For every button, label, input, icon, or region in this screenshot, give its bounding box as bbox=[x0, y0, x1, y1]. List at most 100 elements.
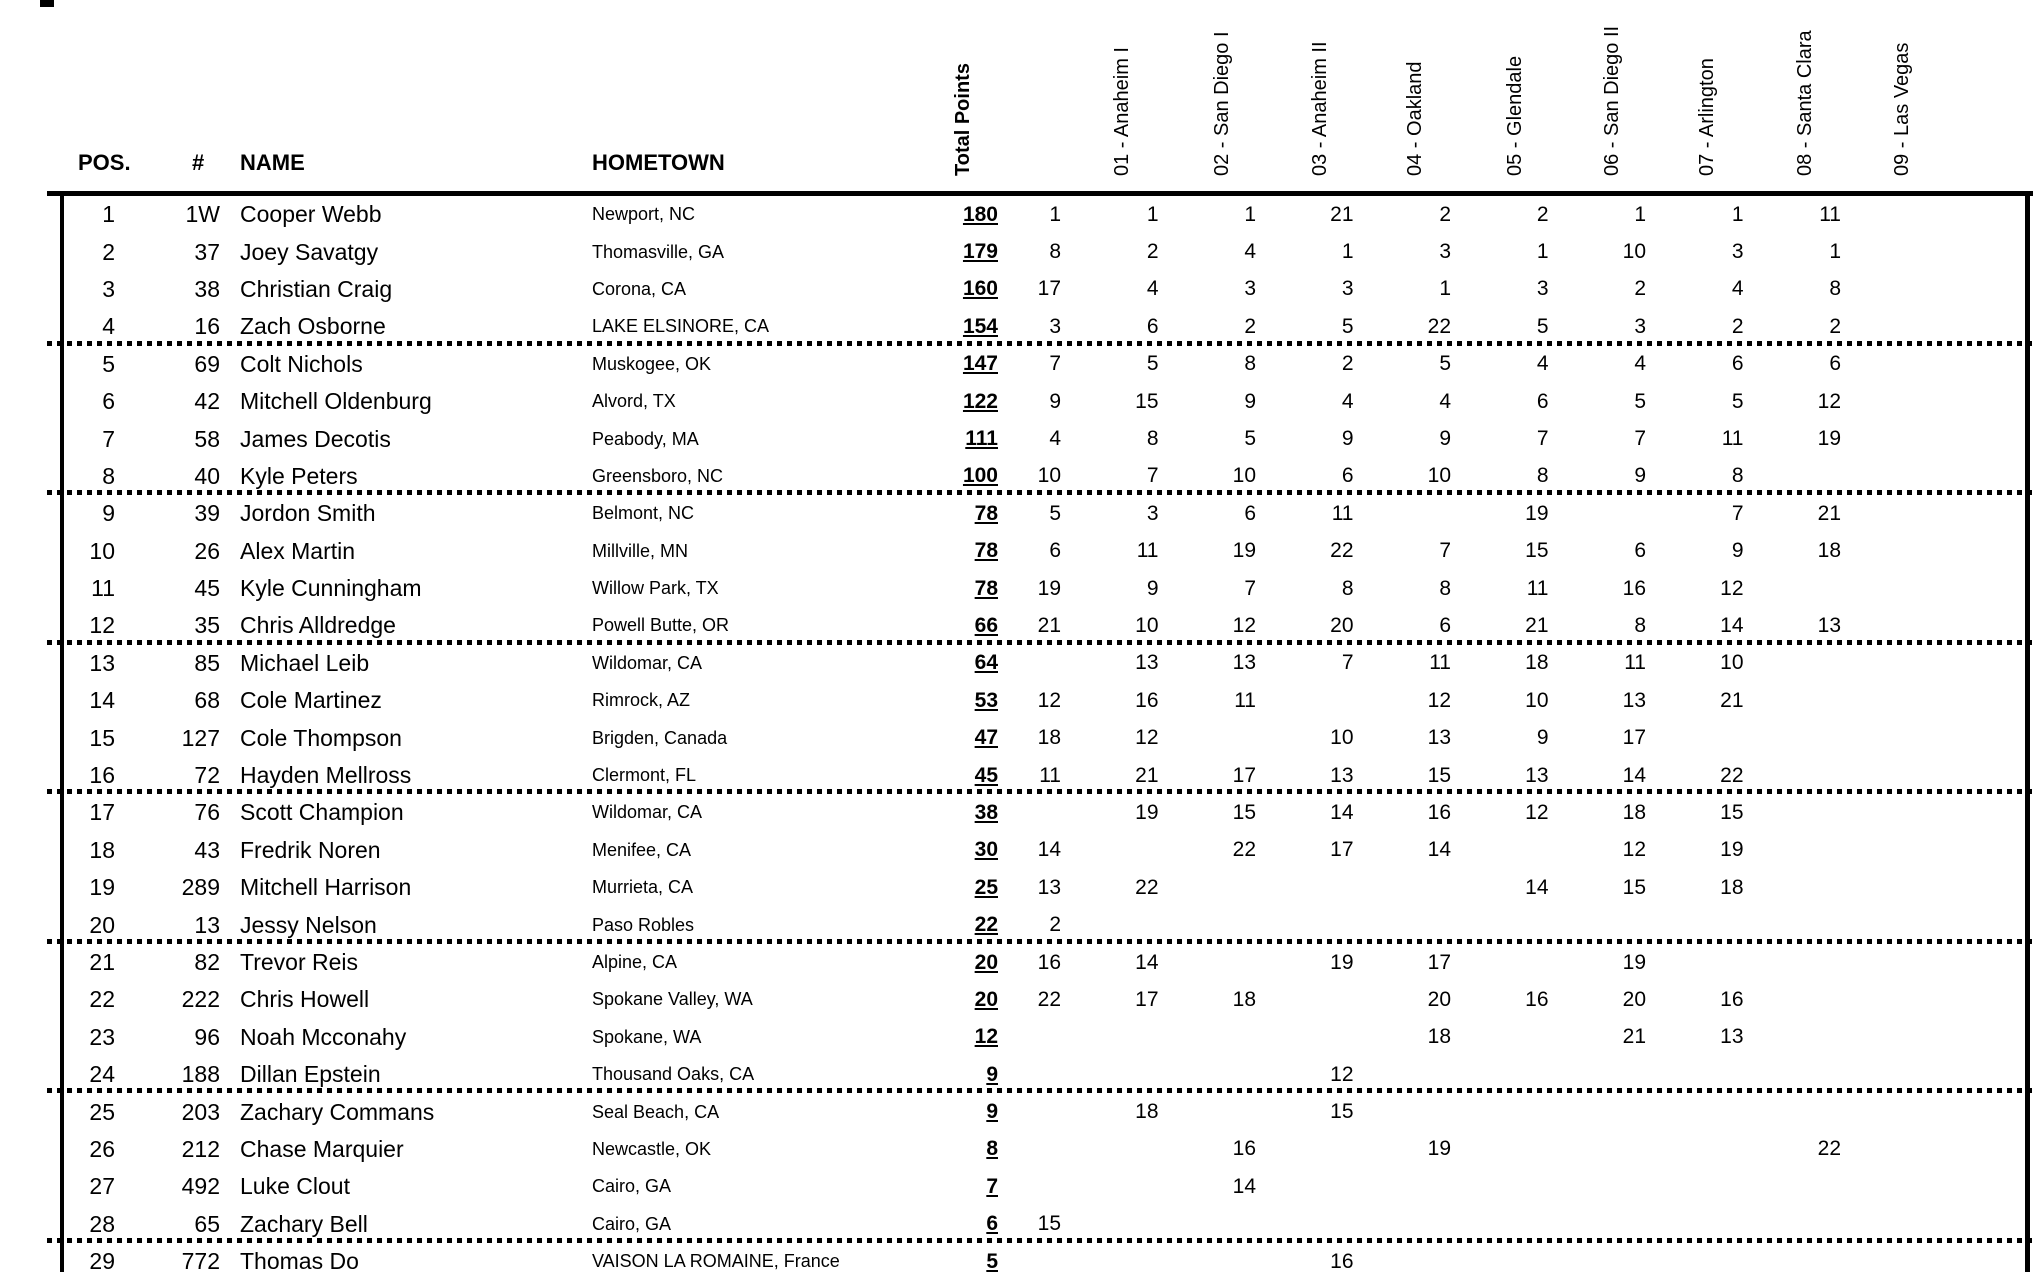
total-points-cell: 179 bbox=[962, 240, 998, 264]
result-cell: 9 bbox=[1049, 389, 1061, 413]
result-cell: 11 bbox=[1429, 651, 1451, 675]
result-cell: 16 bbox=[1330, 1249, 1354, 1272]
result-cell: 18 bbox=[1427, 1025, 1451, 1049]
table-row: 22 222 Chris Howell Spokane Valley, WA 20 22 1… bbox=[47, 981, 2033, 1018]
result-cell: 10 bbox=[1135, 613, 1159, 637]
result-cell: 10 bbox=[1622, 240, 1646, 264]
result-cell: 13 bbox=[1525, 763, 1549, 787]
number-cell: 35 bbox=[194, 612, 220, 639]
result-cell: 5 bbox=[1146, 352, 1159, 376]
group-divider bbox=[47, 1088, 2033, 1094]
result-cell: 19 bbox=[1525, 501, 1549, 525]
result-cell: 18 bbox=[1622, 800, 1646, 824]
result-cell: 19 bbox=[1330, 950, 1354, 974]
pos-cell: 6 bbox=[102, 388, 115, 415]
result-cell: 8 bbox=[1634, 613, 1646, 637]
name-cell: Hayden Mellross bbox=[240, 762, 412, 789]
table-row: 18 43 Fredrik Noren Menifee, CA 30 14 22 17 14 12… bbox=[47, 832, 2033, 869]
result-cell: 5 bbox=[1634, 389, 1646, 413]
result-cell: 13 bbox=[1232, 651, 1256, 675]
pos-cell: 28 bbox=[89, 1210, 115, 1237]
number-cell: 222 bbox=[181, 986, 220, 1013]
result-cell: 6 bbox=[1146, 314, 1159, 338]
number-cell: 42 bbox=[194, 388, 220, 415]
result-cell: 1 bbox=[1439, 277, 1451, 301]
total-points-cell: 78 bbox=[974, 501, 998, 525]
result-cell: 18 bbox=[1232, 987, 1256, 1011]
hometown-cell: Corona, CA bbox=[592, 278, 687, 299]
result-cell: 13 bbox=[1427, 726, 1451, 750]
total-points-cell: 78 bbox=[974, 576, 998, 600]
table-row: 27 492 Luke Clout Cairo, GA 7 14 bbox=[47, 1168, 2033, 1205]
result-cell: 6 bbox=[1536, 389, 1549, 413]
result-cell: 2 bbox=[1634, 277, 1646, 301]
result-cell: 4 bbox=[1341, 389, 1354, 413]
result-cell: 11 bbox=[1819, 202, 1841, 226]
result-cell: 1 bbox=[1634, 202, 1646, 226]
name-cell: Michael Leib bbox=[240, 649, 370, 676]
result-cell: 4 bbox=[1439, 389, 1451, 413]
result-cell: 16 bbox=[1037, 950, 1061, 974]
hometown-cell: Wildomar, CA bbox=[592, 652, 703, 673]
number-cell: 772 bbox=[181, 1248, 220, 1272]
name-cell: Zachary Commans bbox=[240, 1098, 435, 1125]
total-points-cell: 122 bbox=[962, 389, 998, 413]
hometown-cell: Brigden, Canada bbox=[592, 727, 728, 748]
result-cell: 11 bbox=[1039, 763, 1061, 787]
result-cell: 6 bbox=[1829, 352, 1841, 376]
table-row: 11 45 Kyle Cunningham Willow Park, TX 78 19 9 7… bbox=[47, 570, 2033, 607]
pos-cell: 22 bbox=[89, 986, 115, 1013]
result-cell: 1 bbox=[1244, 202, 1256, 226]
result-cell: 14 bbox=[1525, 875, 1549, 899]
result-cell: 14 bbox=[1427, 838, 1451, 862]
pos-header: POS. bbox=[78, 150, 131, 175]
result-cell: 18 bbox=[1720, 875, 1744, 899]
standings-body: 1 1W Cooper Webb Newport, NC 180 1 1 1 21 2 2 1 1 11 2… bbox=[47, 196, 2033, 1272]
result-cell: 9 bbox=[1536, 726, 1549, 750]
result-cell: 6 bbox=[1341, 464, 1354, 488]
result-cell: 18 bbox=[1037, 726, 1061, 750]
result-cell: 12 bbox=[1037, 688, 1061, 712]
result-cell: 21 bbox=[1037, 613, 1061, 637]
result-cell: 3 bbox=[1731, 240, 1744, 264]
result-cell: 7 bbox=[1244, 576, 1256, 600]
result-cell: 19 bbox=[1427, 1137, 1451, 1161]
number-cell: 72 bbox=[194, 762, 220, 789]
hometown-cell: Alvord, TX bbox=[592, 391, 676, 412]
group-divider bbox=[47, 490, 2033, 496]
number-cell: 212 bbox=[181, 1135, 220, 1162]
total-points-cell: 9 bbox=[986, 1100, 998, 1124]
result-cell: 1 bbox=[1049, 202, 1061, 226]
result-cell: 16 bbox=[1525, 987, 1549, 1011]
result-cell: 11 bbox=[1526, 576, 1549, 600]
pos-cell: 13 bbox=[89, 649, 115, 676]
result-cell: 16 bbox=[1720, 987, 1744, 1011]
name-cell: Mitchell Oldenburg bbox=[240, 388, 432, 415]
pos-cell: 18 bbox=[89, 836, 115, 863]
number-cell: 38 bbox=[194, 275, 220, 302]
number-cell: 26 bbox=[194, 537, 220, 564]
race-header: 03 - Anaheim II bbox=[1309, 41, 1331, 176]
result-cell: 14 bbox=[1232, 1174, 1256, 1198]
result-cell: 1 bbox=[1536, 240, 1549, 264]
number-cell: 96 bbox=[194, 1023, 220, 1050]
result-cell: 18 bbox=[1817, 539, 1841, 563]
pos-cell: 20 bbox=[89, 911, 115, 938]
result-cell: 10 bbox=[1427, 464, 1451, 488]
result-cell: 2 bbox=[1146, 240, 1159, 264]
result-cell: 7 bbox=[1439, 539, 1451, 563]
result-cell: 17 bbox=[1330, 838, 1354, 862]
pos-cell: 15 bbox=[89, 724, 115, 751]
result-cell: 12 bbox=[1232, 613, 1256, 637]
result-cell: 12 bbox=[1817, 389, 1841, 413]
group-divider bbox=[47, 938, 2033, 944]
result-cell: 13 bbox=[1720, 1025, 1744, 1049]
result-cell: 9 bbox=[1439, 427, 1451, 451]
result-cell: 8 bbox=[1146, 427, 1159, 451]
result-cell: 22 bbox=[1720, 763, 1744, 787]
total-points-cell: 64 bbox=[974, 651, 998, 675]
result-cell: 15 bbox=[1720, 800, 1744, 824]
hometown-cell: Thomasville, GA bbox=[592, 241, 725, 262]
table-row: 10 26 Alex Martin Millville, MN 78 6 11 19 22 7 15… bbox=[47, 533, 2033, 570]
